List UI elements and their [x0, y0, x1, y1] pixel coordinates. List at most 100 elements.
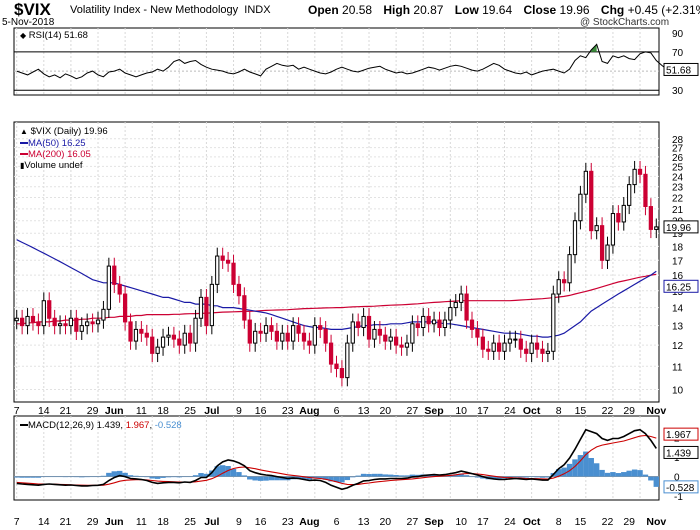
candle	[421, 308, 426, 337]
rsi-value-tag: 51.68	[663, 62, 699, 76]
candle	[627, 176, 632, 215]
high-value: 20.87	[413, 3, 444, 17]
macd-hist-bar	[621, 472, 627, 477]
macd-hist-bar	[301, 476, 307, 480]
candle	[448, 299, 453, 329]
candle-body	[301, 332, 307, 342]
candle	[388, 328, 393, 350]
macd-legend-hist: -0.528	[154, 420, 182, 431]
candle	[247, 311, 252, 352]
macd-hist-bar	[263, 476, 269, 481]
candle	[345, 334, 350, 387]
macd-hist-bar	[198, 473, 204, 477]
macd-xtick: 17	[477, 516, 489, 528]
macd-xtick: 15	[575, 516, 587, 528]
candle	[464, 285, 469, 329]
macd-hist-bar	[328, 476, 334, 482]
macd-hist-bar	[572, 459, 578, 477]
high-label: High	[383, 3, 411, 17]
macd-hist-bar	[512, 476, 519, 478]
candle	[356, 313, 361, 337]
candle-body	[589, 170, 594, 232]
macd-hist-bar	[176, 476, 183, 478]
low-value: 19.64	[482, 3, 513, 17]
price-close-tag-box	[663, 220, 699, 234]
macd-hist-bar	[604, 472, 611, 477]
candle	[513, 330, 518, 348]
macd-hist-bar	[404, 475, 410, 477]
candle	[459, 285, 464, 312]
candle	[643, 165, 648, 216]
price-ytick: 11	[672, 362, 683, 373]
candle-body	[605, 244, 610, 261]
macd-hist-bar	[507, 476, 513, 478]
candle-body	[117, 283, 122, 295]
candle	[225, 251, 231, 272]
price-xtick: Sep	[424, 405, 443, 417]
candle-body	[25, 315, 30, 327]
price-xtick: 25	[184, 405, 196, 417]
candle-body	[14, 317, 19, 322]
candle-body	[231, 262, 236, 285]
candle	[209, 275, 214, 335]
macd-hist-bar	[51, 476, 58, 478]
candle	[518, 330, 523, 358]
candle	[437, 311, 442, 337]
macd-hist-bar	[57, 476, 63, 478]
candle-body	[383, 334, 388, 342]
candle	[599, 217, 605, 269]
macd-hist-bar	[247, 476, 253, 480]
candle-body	[263, 325, 269, 334]
macd-xtick: 8	[556, 516, 562, 528]
candle	[47, 292, 52, 327]
macd-xtick: 13	[358, 516, 370, 528]
candle	[41, 292, 46, 335]
candle-body	[280, 332, 285, 342]
candle	[20, 309, 25, 335]
chg-value: +0.45 (+2.31%)	[627, 3, 700, 17]
price-xtick: 9	[236, 405, 242, 417]
candle	[215, 247, 220, 294]
candle	[177, 330, 182, 354]
macd-hist-bar	[127, 475, 134, 477]
candle-body	[529, 342, 534, 354]
macd-hist-bar	[371, 473, 378, 477]
macd-hist-bar	[393, 474, 399, 477]
rsi-ytick: 90	[672, 29, 684, 40]
macd-xtick: 22	[602, 516, 614, 528]
candle-body	[79, 325, 84, 332]
macd-hist-bar	[588, 458, 594, 477]
candle	[274, 322, 280, 350]
price-ytick: 17	[672, 256, 684, 267]
candle	[301, 324, 307, 350]
candle	[442, 311, 448, 337]
chart-date: 5-Nov-2018	[2, 17, 55, 28]
candle	[285, 324, 290, 350]
macd-hist-bar	[274, 476, 280, 481]
macd-hist-bar	[19, 476, 25, 478]
price-xtick: 10	[455, 405, 467, 417]
macd-hist-bar	[89, 476, 96, 478]
candle-body	[312, 325, 317, 346]
candle	[296, 317, 301, 342]
price-xtick: 23	[282, 405, 294, 417]
macd-hist-bar	[252, 476, 258, 481]
candle	[350, 313, 355, 352]
price-xtick: 6	[334, 405, 340, 417]
macd-hist-bar	[203, 473, 210, 477]
candle-body	[534, 342, 540, 350]
candle-body	[177, 338, 182, 346]
macd-hist-bar	[599, 469, 605, 477]
price-xtick: 11	[136, 405, 147, 417]
ma50-value-tag-box	[663, 279, 699, 293]
macd-hist-bar	[230, 468, 237, 477]
macd-xtick: 21	[60, 516, 72, 528]
price-frame	[13, 121, 660, 403]
candle-body	[68, 317, 74, 327]
rsi-legend: ◆ RSI(14) 51.68	[20, 30, 88, 41]
macd-hist-bar	[556, 469, 562, 477]
macd-hist-bar	[637, 470, 643, 477]
macd-hist-bar	[30, 476, 36, 478]
macd-hist-bar	[431, 474, 437, 477]
